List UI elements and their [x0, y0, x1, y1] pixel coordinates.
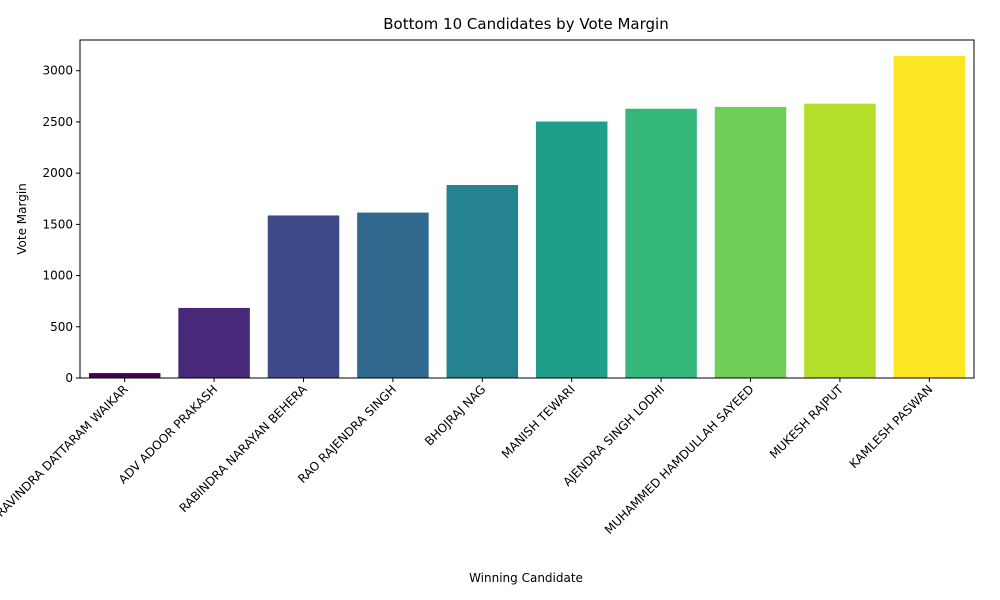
x-tick-label: MANISH TEWARI: [499, 382, 578, 461]
bar-6: [535, 121, 608, 378]
x-tick-label: MUHAMMED HAMDULLAH SAYEED: [602, 382, 757, 537]
y-axis-label: Vote Margin: [15, 183, 29, 255]
y-tick-label: 500: [50, 320, 73, 334]
x-tick-label: MUKESH RAJPUT: [767, 382, 847, 462]
chart-title: Bottom 10 Candidates by Vote Margin: [383, 15, 668, 33]
y-tick-label: 2500: [42, 115, 73, 129]
bar-5: [446, 185, 519, 378]
x-tick-label: KAMLESH PASWAN: [847, 382, 936, 471]
x-tick-label: AJENDRA SINGH LODHI: [560, 382, 667, 489]
bar-8: [714, 106, 787, 379]
bar-10: [893, 55, 966, 378]
y-tick-label: 2000: [42, 166, 73, 180]
x-tick-label: ADV ADOOR PRAKASH: [116, 382, 220, 486]
y-axis: 0 500 1000 1500 2000 2500 3000: [42, 64, 80, 385]
bar-2: [178, 307, 250, 378]
bar-9: [804, 103, 876, 378]
x-tick-label: RAVINDRA DATTARAM WAIKAR: [0, 382, 131, 520]
bar-3: [267, 215, 340, 378]
y-tick-label: 0: [65, 371, 73, 385]
y-tick-label: 1000: [42, 269, 73, 283]
x-tick-label: BHOJRAJ NAG: [422, 382, 488, 448]
plot-frame: [79, 39, 975, 379]
bar-1: [88, 373, 161, 378]
bar-7: [625, 108, 697, 378]
bar-4: [357, 212, 429, 378]
bars-layer: [88, 55, 966, 379]
x-tick-label: RAO RAJENDRA SINGH: [295, 382, 399, 486]
x-axis-label: Winning Candidate: [469, 571, 583, 585]
y-tick-label: 1500: [42, 217, 73, 231]
y-tick-label: 3000: [42, 64, 73, 78]
